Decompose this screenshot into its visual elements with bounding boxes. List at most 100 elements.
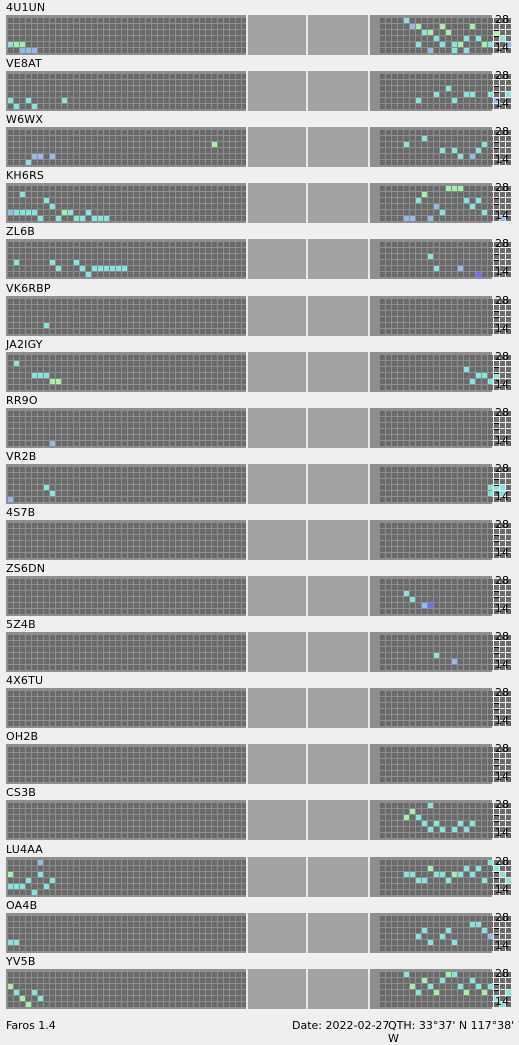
signal-cell: [440, 547, 445, 552]
signal-cell: [44, 18, 49, 23]
signal-cell: [458, 48, 463, 53]
signal-cell: [20, 591, 25, 596]
signal-cell: [8, 441, 13, 446]
signal-cell: [8, 192, 13, 197]
signal-cell: [152, 192, 157, 197]
signal-cell: [128, 305, 133, 310]
signal-cell: [122, 385, 127, 390]
scale-top-label: 28: [495, 407, 509, 419]
signal-cell: [92, 42, 97, 47]
signal-cell: [182, 435, 187, 440]
signal-cell: [464, 254, 469, 259]
signal-cell: [134, 329, 139, 334]
signal-cell: [230, 579, 235, 584]
signal-cell: [26, 74, 31, 79]
signal-cell: [422, 635, 427, 640]
signal-cell: [482, 272, 487, 277]
signal-cell: [458, 36, 463, 41]
signal-cell: [482, 92, 487, 97]
signal-cell: [98, 104, 103, 109]
signal-cell: [188, 242, 193, 247]
signal-cell: [464, 385, 469, 390]
signal-cell: [110, 311, 115, 316]
signal-cell: [380, 491, 385, 496]
signal-cell: [152, 441, 157, 446]
signal-cell: [224, 485, 229, 490]
signal-cell: [380, 266, 385, 271]
signal-cell: [14, 547, 19, 552]
beacon-row[interactable]: RR9O2814: [0, 393, 519, 449]
signal-cell: [380, 479, 385, 484]
signal-cell: [206, 423, 211, 428]
signal-cell: [8, 709, 13, 714]
signal-cell: [482, 154, 487, 159]
signal-cell: [38, 254, 43, 259]
signal-cell: [122, 192, 127, 197]
signal-cell: [434, 529, 439, 534]
signal-cell: [200, 299, 205, 304]
signal-cell: [32, 154, 37, 159]
signal-cell: [110, 329, 115, 334]
signal-cell: [14, 42, 19, 47]
signal-cell: [476, 260, 481, 265]
signal-cell: [458, 715, 463, 720]
signal-cell: [128, 329, 133, 334]
signal-cell: [176, 597, 181, 602]
signal-cell: [416, 585, 421, 590]
signal-cell: [218, 647, 223, 652]
signal-cell: [122, 42, 127, 47]
signal-cell: [122, 74, 127, 79]
signal-cell: [206, 385, 211, 390]
signal-cell: [206, 242, 211, 247]
signal-cell: [122, 659, 127, 664]
signal-cell: [32, 216, 37, 221]
beacon-row[interactable]: ZS6DN2814: [0, 561, 519, 617]
scale-bottom-label: 14: [495, 154, 509, 166]
signal-cell: [398, 417, 403, 422]
signal-cell: [464, 647, 469, 652]
signal-cell: [14, 367, 19, 372]
signal-cell: [38, 24, 43, 29]
signal-cell: [422, 42, 427, 47]
signal-cell: [380, 154, 385, 159]
signal-cell: [44, 523, 49, 528]
signal-cell: [428, 192, 433, 197]
signal-cell: [416, 497, 421, 502]
signal-cell: [14, 491, 19, 496]
signal-cell: [380, 323, 385, 328]
signal-cell: [146, 305, 151, 310]
signal-cell: [152, 355, 157, 360]
signal-cell: [176, 479, 181, 484]
signal-cell: [38, 659, 43, 664]
signal-cell: [68, 635, 73, 640]
beacon-row[interactable]: 4X6TU2814: [0, 673, 519, 729]
signal-cell: [206, 591, 211, 596]
signal-cell: [428, 635, 433, 640]
signal-cell: [92, 160, 97, 165]
signal-cell: [20, 30, 25, 35]
signal-cell: [44, 385, 49, 390]
signal-cell: [26, 491, 31, 496]
beacon-row[interactable]: VR2B2814: [0, 449, 519, 505]
signal-cell: [182, 379, 187, 384]
beacon-row[interactable]: 4S7B2814: [0, 505, 519, 561]
signal-cell: [428, 98, 433, 103]
signal-cell: [452, 361, 457, 366]
signal-cell: [68, 721, 73, 726]
signal-cell: [230, 473, 235, 478]
signal-cell: [476, 248, 481, 253]
signal-cell: [32, 266, 37, 271]
signal-cell: [140, 441, 145, 446]
signal-cell: [236, 317, 241, 322]
signal-cell: [188, 361, 193, 366]
beacon-row[interactable]: 5Z4B2814: [0, 617, 519, 673]
signal-cell: [470, 647, 475, 652]
signal-cell: [206, 98, 211, 103]
